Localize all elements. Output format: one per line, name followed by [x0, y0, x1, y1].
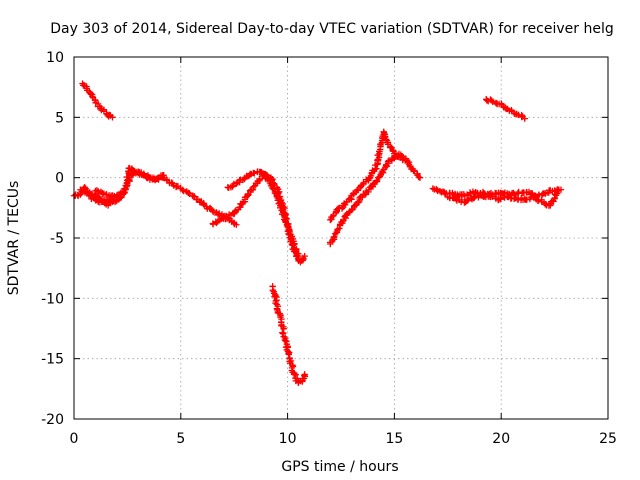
series-markers — [224, 168, 302, 260]
series-track-d — [92, 169, 167, 201]
x-tick-label: 10 — [279, 431, 297, 447]
x-axis-label: GPS time / hours — [281, 459, 398, 475]
x-tick-label: 5 — [176, 431, 185, 447]
y-axis-label: SDTVAR / TECUs — [6, 181, 22, 296]
series-track-l — [483, 96, 528, 122]
x-tick-label: 25 — [599, 431, 617, 447]
series-track-f — [224, 168, 302, 260]
y-tick-label: -15 — [41, 352, 64, 368]
series-track-k — [444, 186, 563, 209]
y-tick-label: -10 — [41, 291, 64, 307]
y-tick-label: 5 — [55, 110, 64, 126]
series-markers — [269, 283, 309, 386]
series-markers — [92, 169, 167, 201]
plot-frame — [73, 56, 609, 420]
x-tick-label: 15 — [385, 431, 403, 447]
series-markers — [483, 96, 528, 122]
y-tick-label: 0 — [55, 171, 64, 187]
x-tick-label: 20 — [492, 431, 510, 447]
y-tick-labels: 10 5 0 -5 -10 -15 -20 — [41, 50, 64, 428]
series-markers — [444, 186, 563, 209]
series-track-b — [79, 80, 116, 121]
x-tick-labels: 0 5 10 15 20 25 — [70, 431, 617, 447]
series-markers — [79, 80, 116, 121]
series-markers — [327, 128, 407, 224]
y-tick-label: 10 — [46, 50, 64, 66]
y-tick-label: -20 — [41, 412, 64, 428]
x-tick-label: 0 — [70, 431, 79, 447]
y-tick-label: -5 — [50, 231, 64, 247]
chart-title: Day 303 of 2014, Sidereal Day-to-day VTE… — [50, 21, 613, 37]
series-track-i — [327, 128, 407, 224]
series-track-g — [269, 283, 309, 386]
